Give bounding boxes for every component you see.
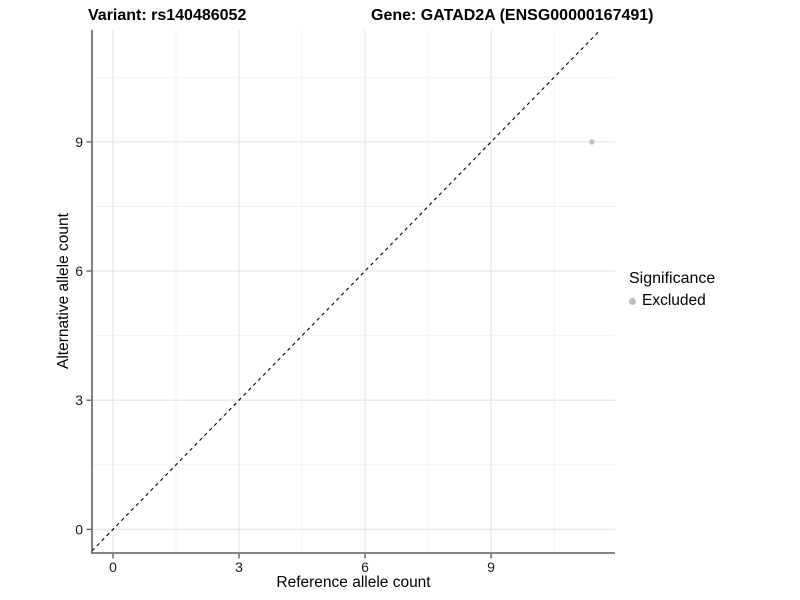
legend-entry-label: Excluded [642, 292, 706, 309]
identity-line [91, 29, 601, 552]
y-tick-label: 6 [75, 263, 83, 279]
legend-entries: Excluded [629, 292, 715, 310]
y-tick-label: 0 [75, 521, 83, 537]
x-tick-label: 6 [361, 559, 369, 575]
y-tick-label: 9 [75, 134, 83, 150]
plot-title-variant: Variant: rs140486052 [88, 7, 247, 24]
legend-key-dot-icon [629, 297, 636, 305]
x-tick-label: 3 [235, 559, 243, 575]
legend: Significance Excluded [629, 270, 715, 310]
legend-entry: Excluded [629, 292, 715, 310]
legend-title: Significance [629, 270, 716, 287]
y-axis-title: Alternative allele count [55, 213, 72, 369]
y-tick-label: 3 [75, 392, 83, 408]
plot-title-gene: Gene: GATAD2A (ENSG00000167491) [371, 7, 654, 24]
x-tick-label: 9 [487, 559, 495, 575]
data-point [589, 139, 595, 145]
x-tick-label: 0 [109, 559, 117, 575]
x-axis-title: Reference allele count [276, 574, 431, 591]
